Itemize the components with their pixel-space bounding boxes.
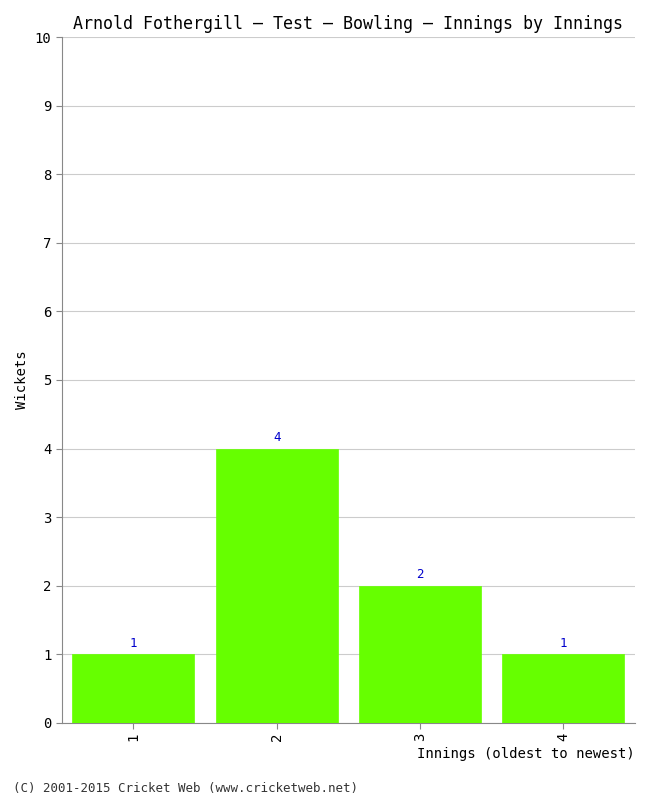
Text: 2: 2 bbox=[416, 569, 424, 582]
Bar bbox=[216, 449, 337, 722]
Text: 4: 4 bbox=[273, 431, 280, 445]
Text: 1: 1 bbox=[560, 637, 567, 650]
Bar bbox=[502, 654, 624, 722]
Bar bbox=[72, 654, 194, 722]
Text: (C) 2001-2015 Cricket Web (www.cricketweb.net): (C) 2001-2015 Cricket Web (www.cricketwe… bbox=[13, 782, 358, 795]
Y-axis label: Wickets: Wickets bbox=[15, 350, 29, 410]
Title: Arnold Fothergill – Test – Bowling – Innings by Innings: Arnold Fothergill – Test – Bowling – Inn… bbox=[73, 15, 623, 33]
Text: 1: 1 bbox=[129, 637, 137, 650]
Bar bbox=[359, 586, 481, 722]
X-axis label: Innings (oldest to newest): Innings (oldest to newest) bbox=[417, 747, 635, 761]
